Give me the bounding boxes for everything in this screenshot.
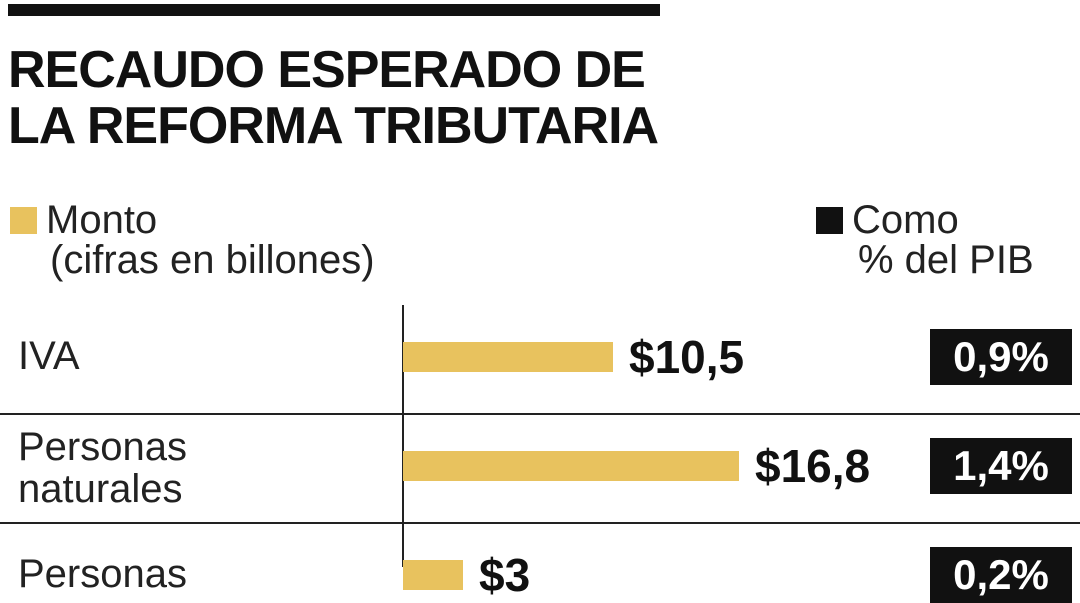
- legend-pib-label: Como: [852, 198, 959, 242]
- chart-axis-line: [402, 305, 404, 567]
- legend-swatch-monto: [10, 206, 37, 234]
- legend-monto-label: Monto: [46, 198, 158, 242]
- legend-swatch-pib: [816, 206, 843, 234]
- pct-of-gdp-label: 0,9%: [930, 329, 1072, 385]
- value-label: $10,5: [629, 331, 745, 383]
- chart-title-line-2: LA REFORMA TRIBUTARIA: [8, 97, 659, 155]
- row-divider: [0, 413, 1080, 415]
- bar-monto: [403, 342, 613, 372]
- value-label: $16,8: [755, 440, 871, 492]
- legend-monto: Monto (cifras en billones): [10, 200, 375, 280]
- chart-title: RECAUDO ESPERADO DE LA REFORMA TRIBUTARI…: [8, 41, 659, 155]
- category-label: IVA: [18, 334, 80, 378]
- pct-of-gdp-label: 0,2%: [930, 547, 1072, 603]
- pct-of-gdp-label: 1,4%: [930, 438, 1072, 494]
- value-label: $3: [479, 549, 531, 601]
- bar-monto: [403, 451, 739, 481]
- legend-pib-sublabel: % del PIB: [858, 238, 1034, 282]
- category-label: Personas: [18, 552, 187, 596]
- top-rule: [8, 4, 660, 16]
- row-divider: [0, 522, 1080, 524]
- chart-title-line-1: RECAUDO ESPERADO DE: [8, 41, 646, 99]
- legend-monto-sublabel: (cifras en billones): [50, 238, 375, 282]
- bar-monto: [403, 560, 463, 590]
- category-label: Personas naturales: [18, 425, 187, 511]
- legend-pib: Como % del PIB: [816, 200, 1034, 280]
